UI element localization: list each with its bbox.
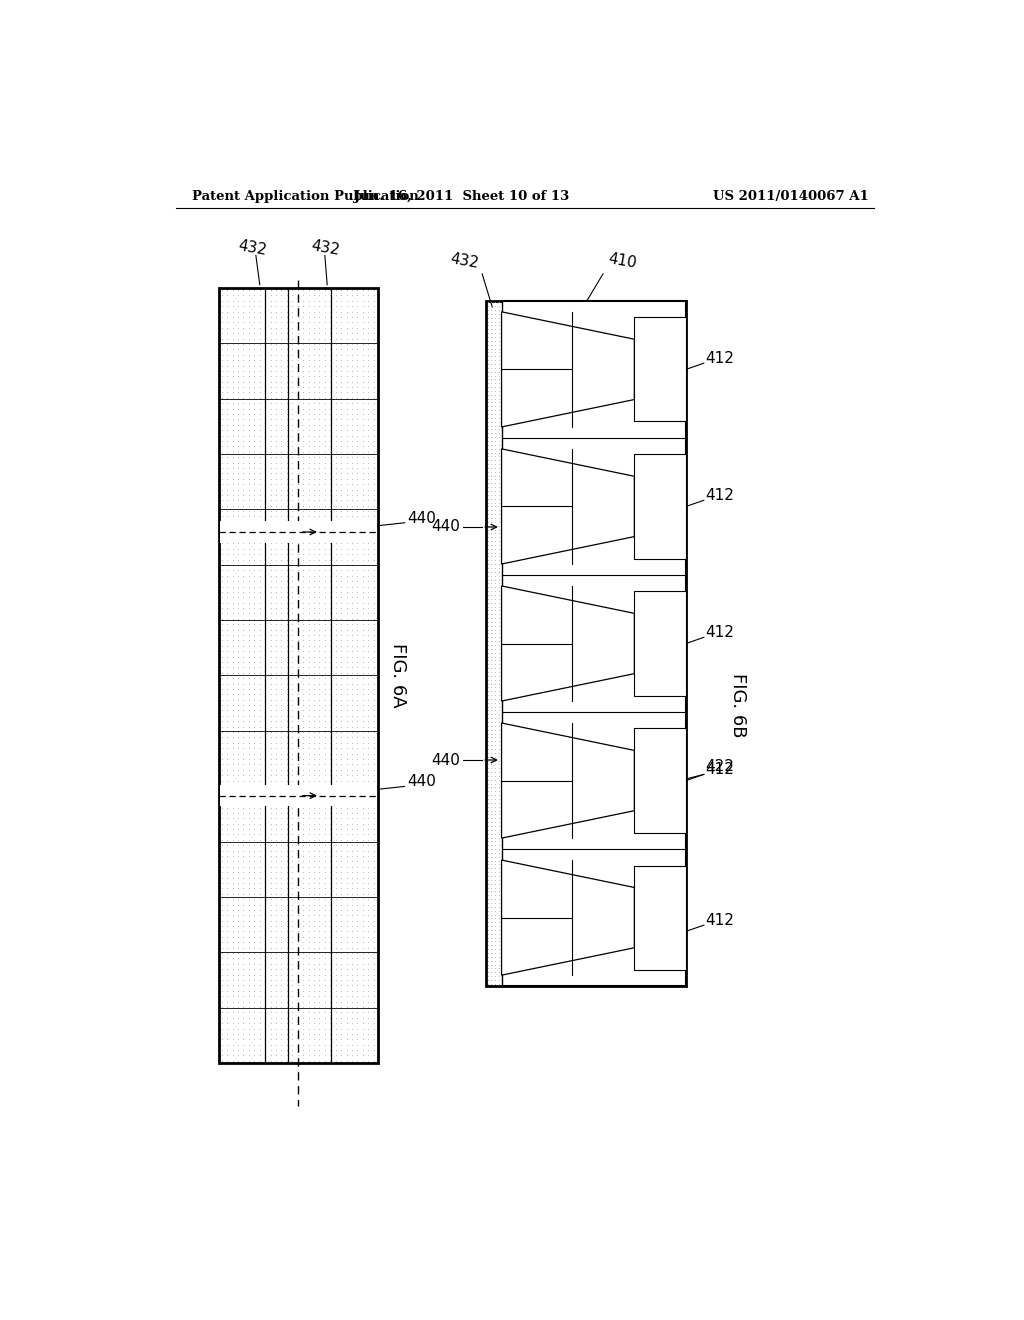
Bar <box>220 785 377 807</box>
Text: 412: 412 <box>706 762 734 777</box>
Text: 412: 412 <box>706 626 734 640</box>
Bar <box>634 591 686 696</box>
Bar <box>220 521 377 543</box>
Text: FIG. 6A: FIG. 6A <box>389 643 408 708</box>
Bar <box>502 576 686 711</box>
Text: FIG. 6B: FIG. 6B <box>729 673 746 738</box>
Text: 412: 412 <box>706 351 734 366</box>
Text: 412: 412 <box>706 913 734 928</box>
Text: 440: 440 <box>431 520 461 535</box>
Bar <box>502 711 686 849</box>
Bar <box>502 301 686 438</box>
Text: US 2011/0140067 A1: US 2011/0140067 A1 <box>713 190 869 203</box>
Text: Jun. 16, 2011  Sheet 10 of 13: Jun. 16, 2011 Sheet 10 of 13 <box>353 190 569 203</box>
Polygon shape <box>502 312 634 426</box>
Polygon shape <box>502 449 634 564</box>
Text: 422: 422 <box>706 759 734 775</box>
Polygon shape <box>502 861 634 975</box>
Text: 412: 412 <box>706 488 734 503</box>
Text: Patent Application Publication: Patent Application Publication <box>191 190 418 203</box>
Text: 432: 432 <box>449 251 480 271</box>
Text: 440: 440 <box>407 511 436 525</box>
Bar <box>502 438 686 576</box>
Bar <box>486 301 686 986</box>
Bar <box>634 729 686 833</box>
Text: 432: 432 <box>238 238 268 257</box>
Bar <box>634 317 686 421</box>
Text: 432: 432 <box>309 238 340 257</box>
Bar <box>219 288 378 1063</box>
Text: 440: 440 <box>407 775 436 789</box>
Bar <box>634 454 686 558</box>
Polygon shape <box>502 586 634 701</box>
Text: 410: 410 <box>606 251 638 271</box>
Polygon shape <box>502 723 634 838</box>
Bar <box>502 849 686 986</box>
Text: 440: 440 <box>431 752 461 767</box>
Bar <box>634 866 686 970</box>
